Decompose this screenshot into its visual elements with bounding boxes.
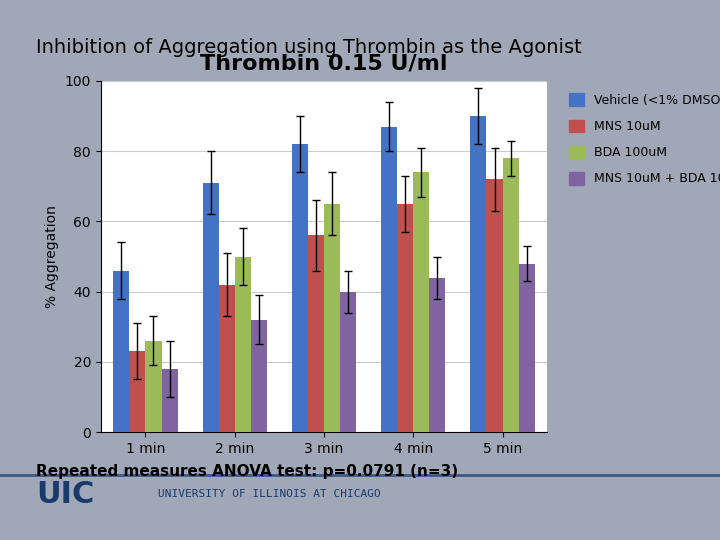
Bar (308, 235, 324, 432)
Text: UIC: UIC (36, 480, 94, 509)
Bar (487, 179, 503, 432)
Bar (235, 256, 251, 432)
Legend: Vehicle (<1% DMSO), MNS 10uM, BDA 100uM, MNS 10uM + BDA 100uM: Vehicle (<1% DMSO), MNS 10uM, BDA 100uM,… (562, 87, 720, 192)
Bar (518, 264, 535, 432)
Bar (340, 292, 356, 432)
Y-axis label: % Aggregation: % Aggregation (45, 205, 59, 308)
Bar (251, 320, 267, 432)
Bar (161, 369, 178, 432)
Bar (324, 204, 340, 432)
Bar (292, 144, 308, 432)
Bar (381, 126, 397, 432)
Bar (413, 172, 429, 432)
Text: Inhibition of Aggregation using Thrombin as the Agonist: Inhibition of Aggregation using Thrombin… (36, 38, 582, 57)
Bar (113, 271, 130, 432)
Bar (470, 116, 487, 432)
Text: UNIVERSITY OF ILLINOIS AT CHICAGO: UNIVERSITY OF ILLINOIS AT CHICAGO (158, 489, 381, 499)
Bar (503, 158, 518, 432)
Bar (429, 278, 446, 432)
Bar (219, 285, 235, 432)
Text: Repeated measures ANOVA test: p=0.0791 (n=3): Repeated measures ANOVA test: p=0.0791 (… (36, 464, 458, 480)
Bar (397, 204, 413, 432)
Bar (202, 183, 219, 432)
Title: Thrombin 0.15 U/ml: Thrombin 0.15 U/ml (200, 54, 448, 74)
Bar (145, 341, 161, 432)
Bar (130, 351, 145, 432)
